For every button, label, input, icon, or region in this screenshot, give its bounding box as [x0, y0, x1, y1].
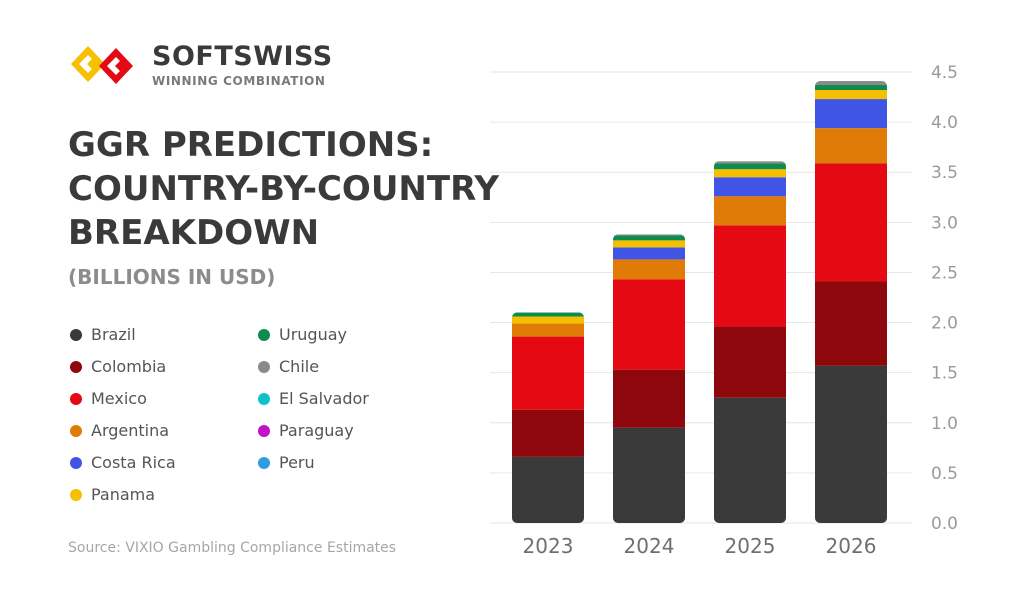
y-tick-label: 3.5 — [931, 163, 958, 183]
bar-segment-mexico-2024 — [613, 279, 685, 370]
legend-swatch — [70, 328, 82, 341]
bar-segment-colombia-2026 — [815, 281, 887, 366]
bar-segment-argentina-2023 — [512, 323, 584, 337]
bar-segment-panama-2025 — [714, 169, 786, 178]
legend-item-brazil: Brazil — [70, 325, 136, 344]
y-tick-label: 1.5 — [931, 364, 958, 384]
legend-swatch — [70, 456, 82, 469]
bar-segment-chile-2024 — [613, 234, 685, 236]
legend-item-panama: Panama — [70, 485, 155, 504]
bar-segment-argentina-2026 — [815, 128, 887, 164]
bar-segment-mexico-2026 — [815, 163, 887, 282]
subtitle-units: (BILLIONS IN USD) — [68, 265, 276, 289]
legend-swatch — [258, 424, 270, 437]
x-tick-label: 2025 — [725, 534, 776, 558]
x-tick-label: 2026 — [826, 534, 877, 558]
bar-segment-argentina-2024 — [613, 259, 685, 280]
legend-label: Argentina — [91, 421, 170, 440]
legend-swatch — [70, 424, 82, 437]
bar-segment-panama-2023 — [512, 316, 584, 324]
brand-name: SOFTSWISS — [152, 40, 333, 72]
legend-label: Costa Rica — [91, 453, 176, 472]
legend-item-costa-rica: Costa Rica — [70, 453, 176, 472]
brand-tagline: WINNING COMBINATION — [152, 73, 326, 88]
bar-segment-panama-2024 — [613, 240, 685, 248]
title-line: GGR PREDICTIONS: — [68, 125, 434, 165]
legend-swatch — [70, 392, 82, 405]
legend-label: Mexico — [91, 389, 147, 408]
legend-item-peru: Peru — [258, 453, 315, 472]
y-tick-label: 0.5 — [931, 464, 958, 484]
x-tick-label: 2024 — [624, 534, 675, 558]
softswiss-logo-icon — [68, 42, 140, 88]
bar-segment-panama-2026 — [815, 90, 887, 100]
legend-label: Panama — [91, 485, 156, 504]
legend-item-chile: Chile — [258, 357, 319, 376]
bar-segment-chile-2026 — [815, 81, 887, 86]
legend-item-uruguay: Uruguay — [258, 325, 347, 344]
bar-segment-brazil-2024 — [613, 427, 685, 523]
bar-segment-argentina-2025 — [714, 196, 786, 226]
bar-segment-costa-rica-2024 — [613, 247, 685, 260]
bar-segment-colombia-2023 — [512, 409, 584, 457]
legend-swatch — [258, 456, 270, 469]
legend-label: Paraguay — [279, 421, 354, 440]
legend-label: Brazil — [91, 325, 136, 344]
legend-swatch — [70, 360, 82, 373]
bar-segment-mexico-2025 — [714, 225, 786, 327]
legend-swatch — [70, 488, 82, 501]
legend-item-paraguay: Paraguay — [258, 421, 354, 440]
legend-item-mexico: Mexico — [70, 389, 147, 408]
y-tick-label: 4.0 — [931, 113, 958, 133]
legend-label: Colombia — [91, 357, 167, 376]
y-tick-label: 1.0 — [931, 414, 958, 434]
bar-segment-colombia-2025 — [714, 326, 786, 398]
page-title: GGR PREDICTIONS: COUNTRY-BY-COUNTRY BREA… — [68, 123, 538, 255]
bar-segment-brazil-2025 — [714, 397, 786, 523]
title-line: BREAKDOWN — [68, 213, 320, 253]
bar-stack-2023 — [512, 312, 584, 523]
legend-swatch — [258, 392, 270, 405]
bar-segment-uruguay-2023 — [512, 312, 584, 317]
bar-segment-mexico-2023 — [512, 336, 584, 410]
y-tick-label: 0.0 — [931, 514, 958, 534]
bar-segment-chile-2025 — [714, 161, 786, 164]
bar-segment-uruguay-2024 — [613, 235, 685, 241]
bar-stack-2024 — [613, 234, 685, 523]
bar-segment-uruguay-2026 — [815, 85, 887, 91]
legend-item-argentina: Argentina — [70, 421, 169, 440]
legend-label: Uruguay — [279, 325, 347, 344]
bar-segment-costa-rica-2025 — [714, 177, 786, 197]
bar-stack-2026 — [815, 81, 887, 523]
legend-item-colombia: Colombia — [70, 357, 166, 376]
bar-segment-brazil-2026 — [815, 365, 887, 523]
title-line: COUNTRY-BY-COUNTRY — [68, 169, 500, 209]
legend-label: Chile — [279, 357, 320, 376]
y-tick-label: 2.5 — [931, 263, 958, 283]
bar-segment-brazil-2023 — [512, 456, 584, 523]
legend-swatch — [258, 328, 270, 341]
x-tick-label: 2023 — [523, 534, 574, 558]
y-tick-label: 2.0 — [931, 314, 958, 334]
y-tick-label: 4.5 — [931, 63, 958, 83]
legend-label: El Salvador — [279, 389, 369, 408]
legend-swatch — [258, 360, 270, 373]
bar-stack-2025 — [714, 161, 786, 523]
bar-segment-colombia-2024 — [613, 369, 685, 428]
legend-item-el-salvador: El Salvador — [258, 389, 369, 408]
y-tick-label: 3.0 — [931, 213, 958, 233]
chart-legend: Brazil Colombia Mexico Argentina Costa Rica P… — [70, 325, 400, 515]
bar-segment-uruguay-2025 — [714, 163, 786, 170]
source-note: Source: VIXIO Gambling Compliance Estima… — [68, 540, 397, 556]
legend-label: Peru — [279, 453, 315, 472]
bar-segment-costa-rica-2026 — [815, 99, 887, 129]
logo: SOFTSWISS WINNING COMBINATION — [68, 42, 333, 88]
